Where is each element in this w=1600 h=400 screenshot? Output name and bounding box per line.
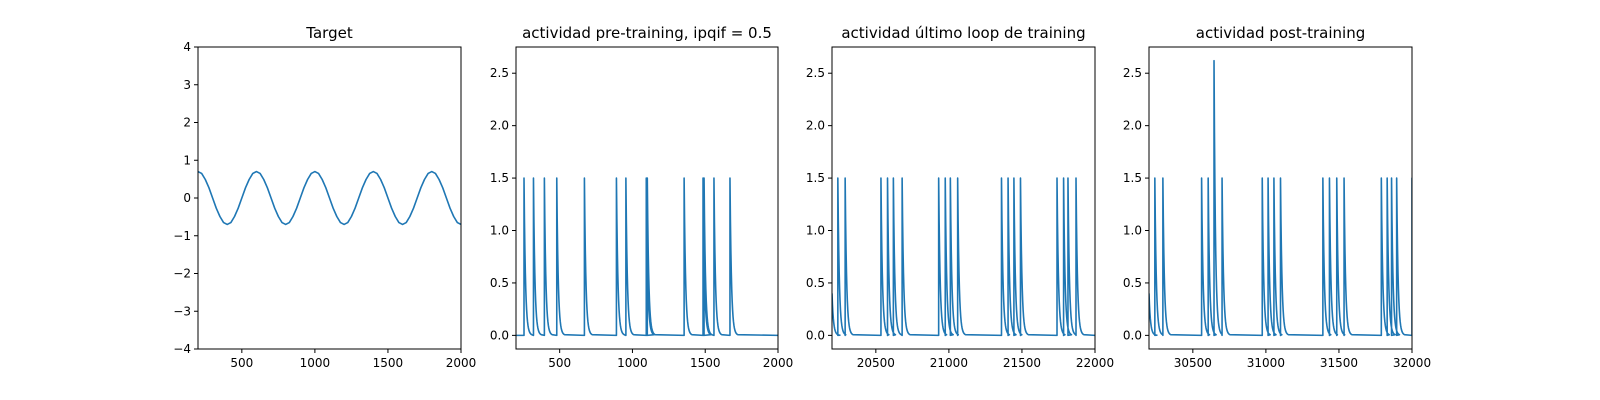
chart-title: actividad pre-training, ipqif = 0.5: [522, 24, 772, 42]
y-tick-label: 0.0: [1123, 328, 1142, 342]
chart-title: Target: [305, 24, 353, 42]
axes-frame: [831, 46, 1096, 350]
y-tick-label: 1.0: [1123, 224, 1142, 238]
y-tick-label: 2.5: [806, 66, 825, 80]
x-tick-label: 21500: [1003, 356, 1041, 370]
chart-title: actividad post-training: [1196, 24, 1365, 42]
x-tick-label: 1000: [300, 356, 331, 370]
y-tick-label: −1: [173, 229, 191, 243]
axes-frame: [515, 46, 779, 350]
series-line: [1149, 59, 1412, 337]
x-tick-label: 500: [230, 356, 253, 370]
y-tick-label: 2.0: [806, 119, 825, 133]
y-tick-label: 0.5: [806, 276, 825, 290]
x-tick-label: 21000: [930, 356, 968, 370]
y-tick-label: 2: [183, 116, 191, 130]
y-tick-label: 1.5: [1123, 171, 1142, 185]
y-tick-label: 1: [183, 153, 191, 167]
y-tick-label: 2.0: [490, 119, 509, 133]
y-tick-label: 2.5: [490, 66, 509, 80]
y-tick-label: 1.5: [806, 171, 825, 185]
y-tick-label: 3: [183, 78, 191, 92]
subplot-4: 0.0 0.5 1.0 1.5 2.0 2.5 30500 31000 31500 32000 ac…: [1123, 24, 1431, 370]
chart-title: actividad último loop de training: [841, 24, 1085, 42]
x-tick-label: 31000: [1247, 356, 1285, 370]
y-tick-label: 0.5: [1123, 276, 1142, 290]
y-tick-label: 2.0: [1123, 119, 1142, 133]
series-line: [832, 177, 1095, 337]
y-tick-label: 1.0: [490, 224, 509, 238]
y-tick-label: 0.0: [806, 328, 825, 342]
subplot-1: −4 −3 −2 −1 0 1 2 3 4 500 1000 1500 2000 Target: [173, 24, 476, 370]
x-tick-label: 20500: [857, 356, 895, 370]
axes-frame: [1148, 46, 1413, 350]
x-tick-label: 500: [548, 356, 571, 370]
x-tick-label: 1500: [373, 356, 404, 370]
y-tick-label: 0.0: [490, 328, 509, 342]
subplot-2: 0.0 0.5 1.0 1.5 2.0 2.5 500 1000 1500 2000 activid…: [490, 24, 793, 370]
y-tick-label: 2.5: [1123, 66, 1142, 80]
x-tick-label: 30500: [1174, 356, 1212, 370]
y-tick-label: 4: [183, 40, 191, 54]
y-tick-label: −4: [173, 342, 191, 356]
y-tick-label: 1.5: [490, 171, 509, 185]
y-tick-label: −3: [173, 304, 191, 318]
series-line: [516, 177, 778, 337]
x-tick-label: 2000: [446, 356, 477, 370]
x-tick-label: 22000: [1076, 356, 1114, 370]
y-tick-label: 1.0: [806, 224, 825, 238]
y-tick-label: 0: [183, 191, 191, 205]
y-tick-label: 0.5: [490, 276, 509, 290]
x-tick-label: 2000: [763, 356, 794, 370]
x-tick-label: 32000: [1393, 356, 1431, 370]
x-tick-label: 1000: [617, 356, 648, 370]
x-tick-label: 31500: [1320, 356, 1358, 370]
series-line: [198, 170, 461, 226]
y-tick-label: −2: [173, 267, 191, 281]
subplot-3: 0.0 0.5 1.0 1.5 2.0 2.5 20500 21000 21500 22000 ac…: [806, 24, 1114, 370]
x-tick-label: 1500: [690, 356, 721, 370]
